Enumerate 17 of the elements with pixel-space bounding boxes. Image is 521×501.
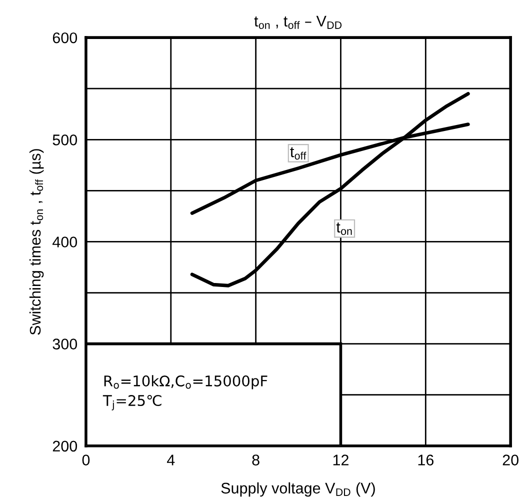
x-tick-label: 8 (252, 454, 260, 466)
x-tick-label: 16 (418, 454, 434, 466)
x-tick-label: 4 (166, 454, 175, 466)
y-axis-title: Switching times t$_{on}$ , t$_{off}$ (µs) (29, 149, 44, 335)
series-label: t$_{on}$ (336, 222, 352, 235)
text: R$_{o}$=10kΩ,C$_{o}$=15000pF T$_{j}$=25℃ (102, 375, 268, 410)
chart-title: t$_{on}$ , t$_{off}$ – V$_{DD}$ (254, 16, 342, 29)
y-tick-label: 300 (52, 338, 78, 350)
x-tick-label: 0 (82, 454, 90, 466)
y-tick-label: 400 (52, 236, 78, 248)
x-tick-label: 12 (333, 454, 348, 466)
x-axis-title: Supply voltage V$_{DD}$ (V) (221, 482, 375, 497)
y-tick-label: 500 (52, 134, 78, 146)
x-tick-label: 20 (502, 454, 518, 466)
series-label: t$_{off}$ (290, 147, 306, 160)
y-tick-label: 200 (52, 440, 78, 452)
y-tick-label: 600 (52, 32, 78, 44)
